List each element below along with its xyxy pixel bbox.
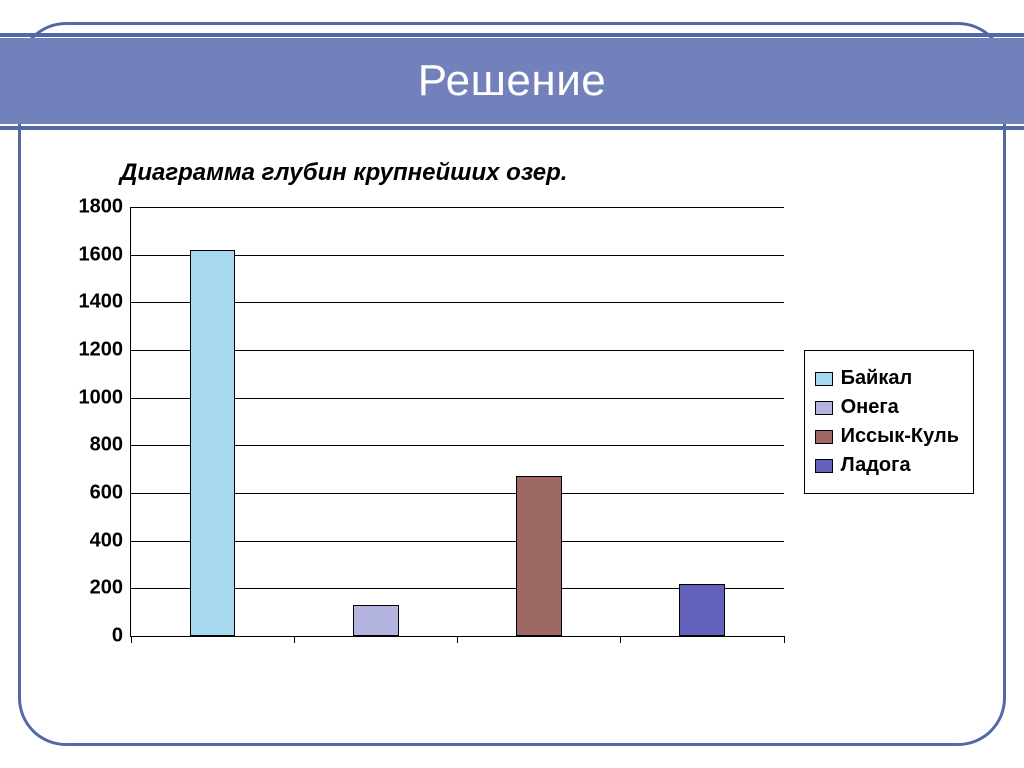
legend-label: Иссык-Куль bbox=[841, 425, 959, 448]
legend-item: Онега bbox=[815, 396, 959, 419]
y-tick-label: 1400 bbox=[79, 291, 132, 314]
legend-label: Онега bbox=[841, 396, 899, 419]
x-tick bbox=[784, 636, 785, 643]
bar bbox=[353, 605, 399, 636]
x-tick bbox=[457, 636, 458, 643]
chart-area: Диаграмма глубин крупнейших озер. 020040… bbox=[60, 155, 974, 718]
bar bbox=[679, 584, 725, 636]
title-band-bottom-line bbox=[0, 126, 1024, 130]
legend-item: Байкал bbox=[815, 367, 959, 390]
legend-item: Иссык-Куль bbox=[815, 425, 959, 448]
plot-wrap: 020040060080010001200140016001800 bbox=[60, 207, 784, 637]
y-tick-label: 800 bbox=[90, 434, 131, 457]
legend: Байкал Онега Иссык-Куль Ладога bbox=[804, 350, 974, 494]
y-tick-label: 1800 bbox=[79, 196, 132, 219]
bar bbox=[516, 476, 562, 636]
y-tick-label: 600 bbox=[90, 482, 131, 505]
y-tick-label: 1200 bbox=[79, 339, 132, 362]
legend-swatch bbox=[815, 372, 833, 386]
x-tick bbox=[131, 636, 132, 643]
slide-title: Решение bbox=[418, 56, 607, 106]
chart-row: 020040060080010001200140016001800 Байкал… bbox=[60, 207, 974, 637]
y-tick-label: 200 bbox=[90, 577, 131, 600]
title-band: Решение bbox=[0, 38, 1024, 124]
title-band-top-line bbox=[0, 33, 1024, 37]
gridline bbox=[131, 207, 784, 208]
legend-label: Байкал bbox=[841, 367, 913, 390]
y-tick-label: 400 bbox=[90, 529, 131, 552]
bar bbox=[190, 250, 236, 636]
y-tick-label: 0 bbox=[112, 625, 131, 648]
legend-swatch bbox=[815, 459, 833, 473]
y-tick-label: 1600 bbox=[79, 243, 132, 266]
x-tick bbox=[294, 636, 295, 643]
y-tick-label: 1000 bbox=[79, 386, 132, 409]
plot: 020040060080010001200140016001800 bbox=[130, 207, 784, 637]
x-tick bbox=[620, 636, 621, 643]
legend-swatch bbox=[815, 401, 833, 415]
legend-item: Ладога bbox=[815, 454, 959, 477]
legend-swatch bbox=[815, 430, 833, 444]
chart-subtitle: Диаграмма глубин крупнейших озер. bbox=[120, 159, 974, 187]
legend-label: Ладога bbox=[841, 454, 911, 477]
